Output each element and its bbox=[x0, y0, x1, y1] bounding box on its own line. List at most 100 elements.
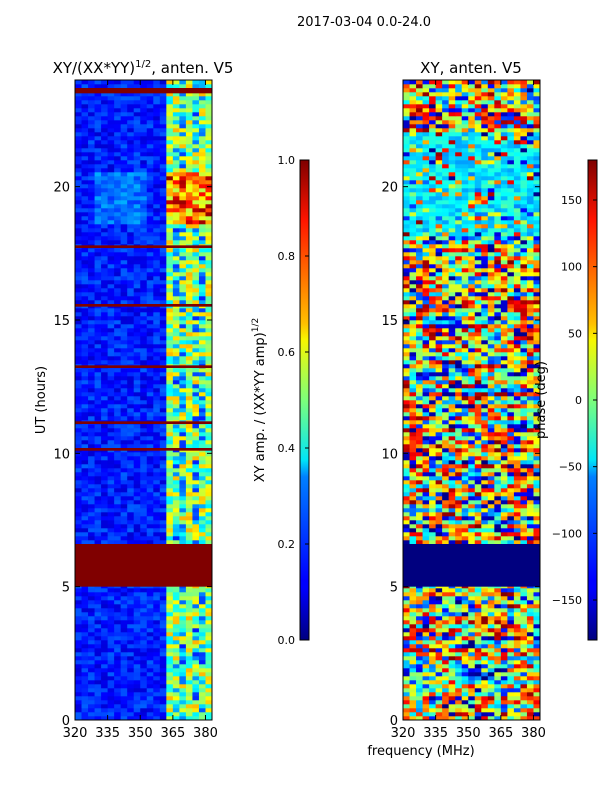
left-heatmap-cell bbox=[140, 116, 148, 121]
left-heatmap-cell bbox=[185, 396, 193, 401]
left-heatmap-cell bbox=[159, 256, 167, 261]
left-heatmap-cell bbox=[120, 320, 128, 325]
left-heatmap-cell bbox=[153, 600, 161, 605]
left-heatmap-cell bbox=[179, 84, 187, 89]
right-heatmap-cell bbox=[487, 444, 495, 449]
right-heatmap-cell bbox=[474, 480, 482, 485]
left-heatmap-cell bbox=[140, 412, 148, 417]
left-heatmap-cell bbox=[205, 252, 212, 257]
left-heatmap-cell bbox=[192, 372, 200, 377]
right-heatmap-cell bbox=[416, 652, 423, 657]
right-heatmap-cell bbox=[474, 492, 482, 497]
right-heatmap-cell bbox=[513, 704, 521, 709]
left-heatmap-cell bbox=[179, 592, 187, 597]
left-heatmap-cell bbox=[75, 352, 82, 357]
left-heatmap-cell bbox=[146, 652, 154, 657]
left-heatmap-cell bbox=[198, 716, 206, 720]
left-heatmap-cell bbox=[205, 600, 212, 605]
left-heatmap-cell bbox=[205, 264, 212, 269]
left-heatmap-cell bbox=[166, 400, 174, 405]
right-heatmap-cell bbox=[403, 644, 410, 649]
right-heatmap-cell bbox=[435, 516, 443, 521]
right-heatmap-cell bbox=[403, 604, 410, 609]
right-heatmap-cell bbox=[435, 660, 443, 665]
right-heatmap-cell bbox=[403, 608, 410, 613]
right-heatmap-cell bbox=[422, 668, 430, 673]
left-heatmap-cell bbox=[107, 524, 115, 529]
left-heatmap-cell bbox=[166, 620, 174, 625]
left-heatmap-cell bbox=[107, 640, 115, 645]
left-heatmap-cell bbox=[185, 280, 193, 285]
left-heatmap-cell bbox=[133, 488, 141, 493]
right-heatmap-cell bbox=[455, 708, 463, 713]
left-heatmap-cell bbox=[114, 296, 121, 301]
left-heatmap-cell bbox=[88, 288, 95, 293]
left-heatmap-cell bbox=[107, 536, 115, 541]
left-heatmap-cell bbox=[101, 180, 108, 185]
left-heatmap-cell bbox=[192, 712, 200, 717]
left-heatmap-cell bbox=[75, 80, 82, 85]
left-heatmap-cell bbox=[94, 220, 102, 225]
left-heatmap-cell bbox=[146, 660, 154, 665]
right-heatmap-cell bbox=[513, 608, 521, 613]
right-heatmap-cell bbox=[468, 588, 476, 593]
right-heatmap-cell bbox=[526, 624, 534, 629]
right-heatmap-cell bbox=[507, 536, 515, 541]
right-heatmap-cell bbox=[422, 512, 430, 517]
right-heatmap-cell bbox=[435, 592, 443, 597]
left-heatmap-cell bbox=[146, 524, 154, 529]
right-heatmap-cell bbox=[442, 456, 449, 461]
right-heatmap-cell bbox=[468, 436, 476, 441]
left-heatmap-cell bbox=[140, 312, 148, 317]
right-heatmap-cell bbox=[507, 648, 515, 653]
left-heatmap-cell bbox=[120, 532, 128, 537]
left-heatmap-cell bbox=[205, 416, 212, 421]
left-heatmap-cell bbox=[192, 288, 200, 293]
left-heatmap-cell bbox=[179, 432, 187, 437]
left-xtick-label: 320 bbox=[63, 726, 88, 741]
left-heatmap-cell bbox=[120, 612, 128, 617]
left-heatmap-cell bbox=[94, 396, 102, 401]
left-heatmap-cell bbox=[153, 408, 161, 413]
right-heatmap-cell bbox=[494, 640, 502, 645]
left-heatmap-cell bbox=[75, 440, 82, 445]
right-heatmap-cell bbox=[442, 632, 449, 637]
right-heatmap-cell bbox=[474, 608, 482, 613]
left-heatmap-cell bbox=[166, 96, 174, 101]
left-heatmap-cell bbox=[114, 376, 121, 381]
left-heatmap-cell bbox=[172, 312, 180, 317]
left-heatmap-cell bbox=[127, 640, 135, 645]
right-heatmap-cell bbox=[520, 440, 528, 445]
left-heatmap-cell bbox=[75, 504, 82, 509]
left-heatmap-cell bbox=[205, 332, 212, 337]
left-heatmap-cell bbox=[146, 372, 154, 377]
right-heatmap-cell bbox=[448, 632, 456, 637]
left-heatmap-cell bbox=[159, 240, 167, 245]
left-heatmap-cell bbox=[140, 504, 148, 509]
left-heatmap-cell bbox=[159, 260, 167, 265]
right-heatmap-cell bbox=[448, 640, 456, 645]
left-heatmap-cell bbox=[101, 296, 108, 301]
right-heatmap-cell bbox=[448, 464, 456, 469]
left-heatmap-cell bbox=[192, 132, 200, 137]
left-heatmap-cell bbox=[172, 212, 180, 217]
left-heatmap-cell bbox=[153, 592, 161, 597]
left-heatmap-cell bbox=[205, 636, 212, 641]
right-heatmap-cell bbox=[468, 712, 476, 717]
left-heatmap-cell bbox=[127, 656, 135, 661]
left-heatmap-cell bbox=[101, 376, 108, 381]
left-heatmap-cell bbox=[114, 660, 121, 665]
left-heatmap-cell bbox=[107, 628, 115, 633]
left-heatmap-cell bbox=[185, 248, 193, 253]
left-heatmap-cell bbox=[166, 640, 174, 645]
left-heatmap-cell bbox=[205, 372, 212, 377]
left-heatmap-cell bbox=[133, 272, 141, 277]
left-heatmap-cell bbox=[166, 280, 174, 285]
left-heatmap-cell bbox=[75, 592, 82, 597]
left-heatmap-cell bbox=[205, 132, 212, 137]
left-heatmap-cell bbox=[140, 340, 148, 345]
left-heatmap-cell bbox=[133, 604, 141, 609]
left-heatmap-cell bbox=[185, 620, 193, 625]
left-heatmap-cell bbox=[133, 92, 141, 97]
left-heatmap-cell bbox=[205, 424, 212, 429]
